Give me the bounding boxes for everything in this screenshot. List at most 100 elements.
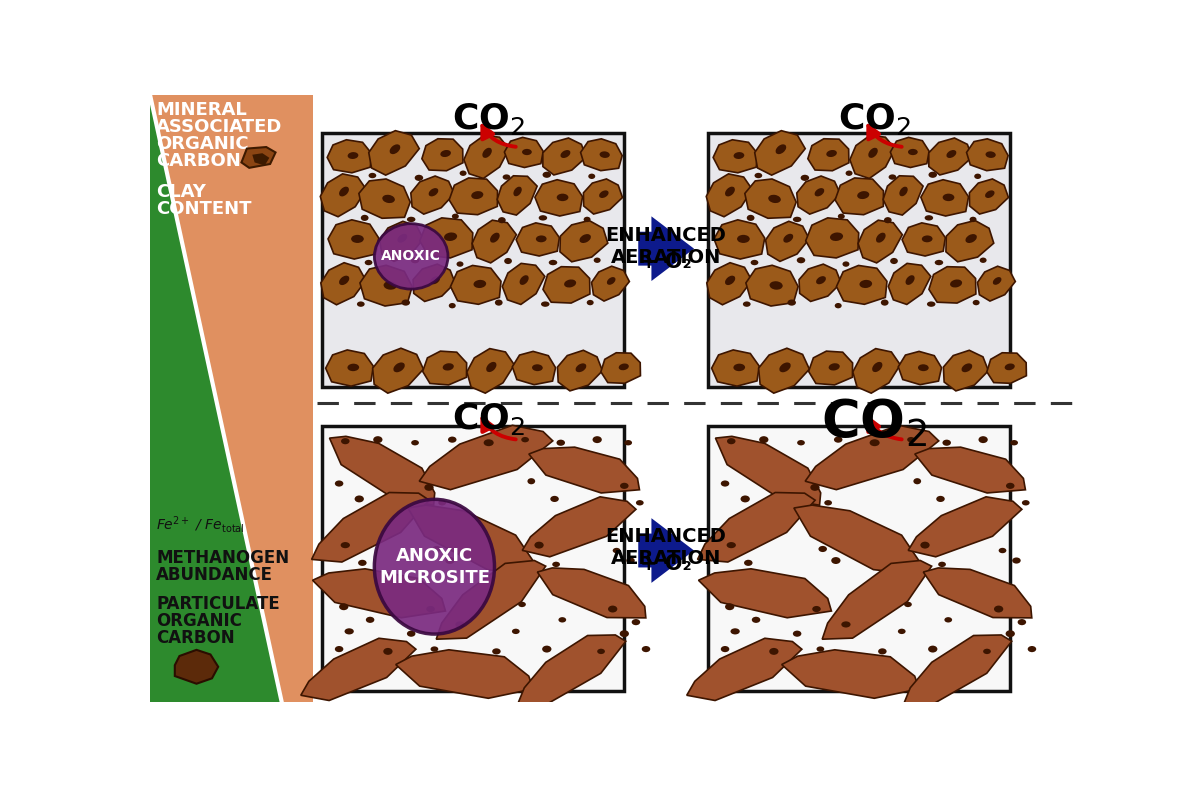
Polygon shape [175,650,218,684]
Ellipse shape [768,195,781,203]
Ellipse shape [872,362,882,372]
Ellipse shape [733,152,744,159]
Ellipse shape [452,214,458,219]
Polygon shape [697,492,815,562]
Ellipse shape [340,275,349,285]
Polygon shape [325,350,373,386]
Polygon shape [368,131,419,175]
Polygon shape [890,137,929,167]
Ellipse shape [725,604,734,610]
Ellipse shape [428,188,438,196]
Ellipse shape [484,439,493,447]
Polygon shape [794,505,919,575]
Ellipse shape [922,235,932,242]
Ellipse shape [943,193,954,201]
Polygon shape [986,353,1026,383]
Ellipse shape [430,276,440,284]
Ellipse shape [425,484,433,491]
Ellipse shape [779,362,791,372]
Ellipse shape [725,187,734,196]
Ellipse shape [344,628,354,634]
Ellipse shape [340,187,349,196]
Ellipse shape [938,562,946,567]
Ellipse shape [994,606,1003,612]
Text: ANOXIC
MICROSITE: ANOXIC MICROSITE [379,547,490,587]
Ellipse shape [407,217,415,222]
Ellipse shape [383,648,392,655]
Ellipse shape [503,174,510,180]
Polygon shape [542,267,590,303]
Ellipse shape [818,546,827,552]
Ellipse shape [548,260,557,265]
Ellipse shape [494,300,503,305]
Ellipse shape [368,173,377,178]
Text: ENHANCED
AERATION: ENHANCED AERATION [606,527,726,568]
Polygon shape [755,131,805,175]
Ellipse shape [936,495,944,502]
Ellipse shape [626,558,635,563]
Ellipse shape [942,439,950,446]
Ellipse shape [755,173,762,178]
Text: CO$_2$: CO$_2$ [821,397,928,449]
Ellipse shape [415,174,424,181]
Ellipse shape [829,363,840,371]
Polygon shape [522,497,636,557]
Ellipse shape [341,542,350,548]
Ellipse shape [787,300,796,305]
Polygon shape [707,174,752,217]
Ellipse shape [472,191,484,199]
Ellipse shape [928,645,937,653]
Ellipse shape [394,362,404,372]
Ellipse shape [552,562,560,567]
Polygon shape [638,216,694,281]
Ellipse shape [642,646,650,653]
Text: ORGANIC: ORGANIC [156,612,242,630]
Ellipse shape [1027,646,1037,653]
Ellipse shape [908,149,918,155]
Ellipse shape [841,622,851,627]
Ellipse shape [816,646,824,652]
Ellipse shape [594,257,601,263]
Polygon shape [758,348,809,393]
Ellipse shape [624,440,632,446]
Polygon shape [966,139,1008,170]
Polygon shape [715,436,821,505]
Ellipse shape [878,649,887,654]
Ellipse shape [950,279,962,287]
Ellipse shape [365,260,372,265]
Ellipse shape [832,557,840,564]
Ellipse shape [443,363,454,371]
Ellipse shape [460,170,467,176]
FancyBboxPatch shape [322,133,624,387]
Polygon shape [359,179,410,219]
Polygon shape [698,569,832,618]
Ellipse shape [918,365,929,371]
Polygon shape [686,638,802,701]
Ellipse shape [1022,500,1030,506]
Polygon shape [320,174,366,217]
Ellipse shape [744,559,752,566]
Text: ENHANCED
AERATION: ENHANCED AERATION [606,226,726,267]
Polygon shape [835,178,883,215]
Ellipse shape [1012,558,1021,563]
Polygon shape [943,350,989,391]
Ellipse shape [992,277,1002,285]
Ellipse shape [587,300,594,305]
Polygon shape [449,178,498,215]
Ellipse shape [560,150,570,158]
Ellipse shape [542,645,552,653]
Text: + O₂: + O₂ [641,252,692,271]
Polygon shape [558,350,602,391]
Ellipse shape [588,174,595,179]
Text: MINERAL: MINERAL [156,101,247,119]
Polygon shape [781,650,919,698]
Ellipse shape [746,215,755,221]
Ellipse shape [534,542,544,548]
Ellipse shape [769,648,779,655]
Text: ANOXIC: ANOXIC [382,249,442,264]
Polygon shape [797,176,840,214]
Polygon shape [379,221,424,261]
Ellipse shape [410,257,419,264]
Ellipse shape [769,281,782,290]
Ellipse shape [721,481,730,487]
